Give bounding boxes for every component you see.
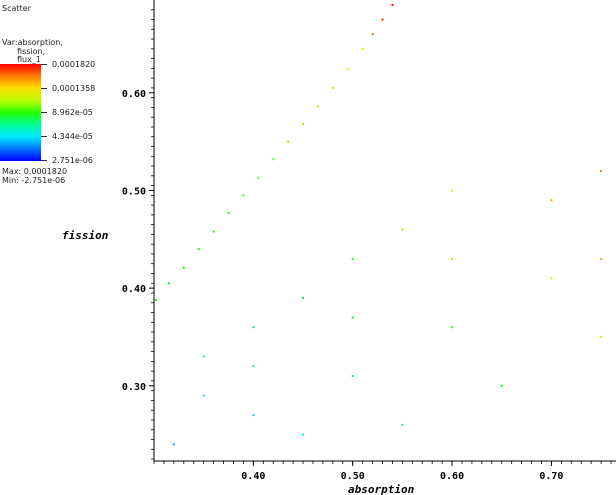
y-tick-label: 0.60 xyxy=(122,89,146,100)
scatter-point xyxy=(600,257,603,260)
scatter-point xyxy=(302,296,305,299)
y-tick-label: 0.40 xyxy=(122,284,146,295)
y-axis-ticks: 0.30 0.40 0.50 0.60 xyxy=(122,89,154,393)
colorbar-gradient xyxy=(0,64,41,161)
scatter-point xyxy=(242,194,245,197)
x-axis-ticks: 0.40 0.50 0.60 0.70 xyxy=(241,461,563,482)
scatter-point xyxy=(351,375,354,378)
colorbar-tick xyxy=(41,160,47,161)
scatter-point xyxy=(451,257,454,260)
scatter-point xyxy=(202,394,205,397)
scatter-point xyxy=(202,355,205,358)
scatter-point xyxy=(302,433,305,436)
x-axis-title: absorption xyxy=(348,483,415,495)
legend-min-value: Min: -2.751e-06 xyxy=(2,176,66,185)
scatter-point xyxy=(381,18,384,21)
scatter-point xyxy=(316,105,319,108)
legend-max-value: Max: 0.0001820 xyxy=(2,167,68,176)
scatter-point xyxy=(167,282,170,285)
colorbar-label-low: 4.344e-05 xyxy=(52,132,93,141)
scatter-point xyxy=(391,3,394,6)
scatter-point xyxy=(212,230,215,233)
scatter-point xyxy=(272,158,275,161)
scatter-point xyxy=(351,257,354,260)
scatter-point xyxy=(351,316,354,319)
scatter-point xyxy=(252,414,255,417)
scatter-point xyxy=(550,199,553,202)
y-axis-title: fission xyxy=(62,229,109,242)
scatter-point xyxy=(361,47,364,50)
colorbar-label-max: 0.0001820 xyxy=(52,60,96,69)
legend-title-variables-line1: Var:absorption, xyxy=(2,38,63,47)
x-tick-label: 0.70 xyxy=(539,471,563,482)
legend-title-plot-type: Scatter xyxy=(2,4,31,13)
scatter-point xyxy=(500,384,503,387)
scatter-point xyxy=(287,140,290,143)
colorbar-tick xyxy=(41,136,47,137)
scatter-point xyxy=(401,423,404,426)
scatter-point xyxy=(451,326,454,329)
scatter-point xyxy=(550,277,553,280)
scatter-point xyxy=(371,33,374,36)
y-tick-label: 0.50 xyxy=(122,186,146,197)
scatter-point xyxy=(227,211,230,214)
scatter-point xyxy=(600,169,603,172)
legend-title-variables-line3: flux_1 xyxy=(17,55,41,64)
x-tick-label: 0.60 xyxy=(440,471,464,482)
colorbar-label-high: 0.0001358 xyxy=(52,84,96,93)
colorbar-legend: Scatter Var:absorption, fission, flux_1 … xyxy=(0,0,110,190)
colorbar-tick xyxy=(41,88,47,89)
legend-title-variables-line2: fission, xyxy=(17,47,46,56)
scatter-point xyxy=(182,266,185,269)
colorbar-label-min: 2.751e-06 xyxy=(52,156,93,165)
scatter-point xyxy=(346,68,349,71)
scatter-point xyxy=(154,298,157,301)
scatter-point xyxy=(600,335,603,338)
x-tick-label: 0.40 xyxy=(241,471,265,482)
scatter-point xyxy=(451,189,454,192)
x-tick-label: 0.50 xyxy=(341,471,365,482)
scatter-points xyxy=(154,3,603,446)
scatter-point xyxy=(401,228,404,231)
colorbar-tick xyxy=(41,64,47,65)
y-tick-label: 0.30 xyxy=(122,382,146,393)
scatter-point xyxy=(252,365,255,368)
scatter-point xyxy=(331,86,334,89)
scatter-point xyxy=(257,176,260,179)
y-axis-minor-ticks xyxy=(151,9,154,460)
colorbar-tick xyxy=(41,112,47,113)
scatter-point xyxy=(197,248,200,251)
scatter-point xyxy=(302,123,305,126)
colorbar-label-mid: 8.962e-05 xyxy=(52,108,93,117)
scatter-point xyxy=(172,443,175,446)
scatter-point xyxy=(252,326,255,329)
